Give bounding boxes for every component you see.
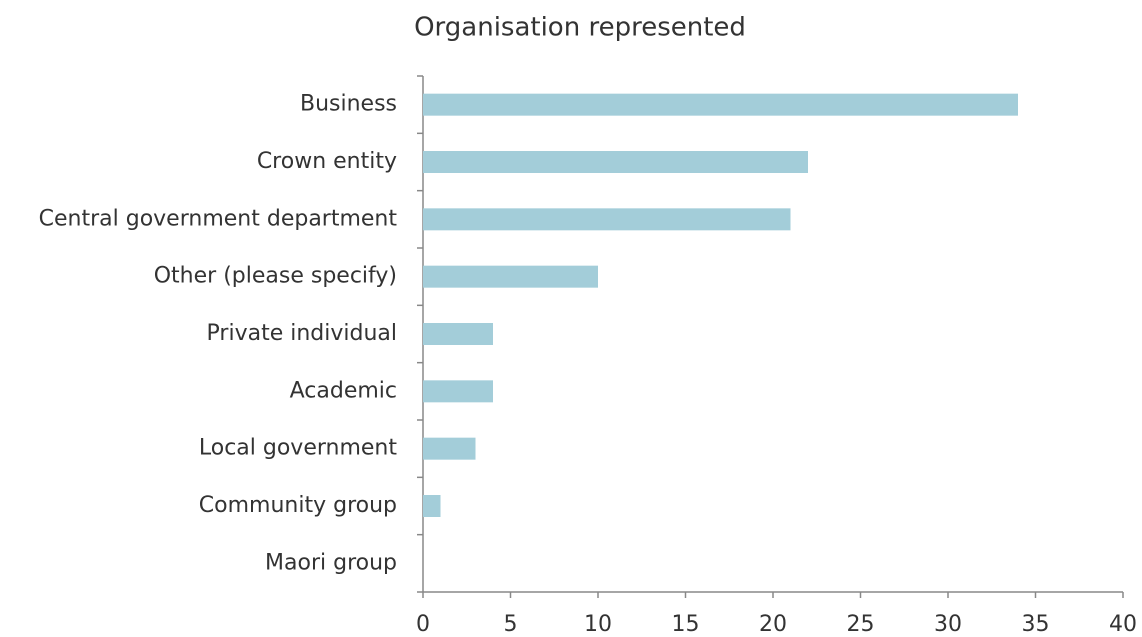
bar bbox=[423, 208, 791, 231]
x-tick-label: 30 bbox=[934, 612, 962, 637]
y-tick-label: Crown entity bbox=[257, 149, 397, 174]
x-tick-label: 40 bbox=[1109, 612, 1137, 637]
x-tick-label: 5 bbox=[504, 612, 518, 637]
x-tick-label: 15 bbox=[672, 612, 700, 637]
bar bbox=[423, 93, 1018, 116]
bar bbox=[423, 323, 493, 345]
x-tick-label: 25 bbox=[847, 612, 875, 637]
chart-title: Organisation represented bbox=[414, 13, 746, 43]
y-tick-label: Community group bbox=[199, 493, 397, 518]
bar bbox=[423, 495, 441, 517]
bar bbox=[423, 151, 808, 173]
y-tick-label: Local government bbox=[199, 436, 398, 461]
x-tick-label: 35 bbox=[1022, 612, 1050, 637]
x-tick-label: 0 bbox=[416, 612, 430, 637]
y-tick-label: Other (please specify) bbox=[154, 264, 397, 289]
bar bbox=[423, 265, 598, 288]
y-tick-label: Business bbox=[300, 92, 397, 117]
y-tick-label: Maori group bbox=[265, 550, 397, 575]
bar bbox=[423, 380, 493, 403]
y-tick-label: Academic bbox=[290, 378, 397, 403]
y-tick-label: Private individual bbox=[207, 321, 397, 346]
y-tick-label: Central government department bbox=[39, 206, 398, 231]
x-tick-label: 20 bbox=[759, 612, 787, 637]
x-tick-label: 10 bbox=[584, 612, 612, 637]
bar bbox=[423, 437, 476, 460]
